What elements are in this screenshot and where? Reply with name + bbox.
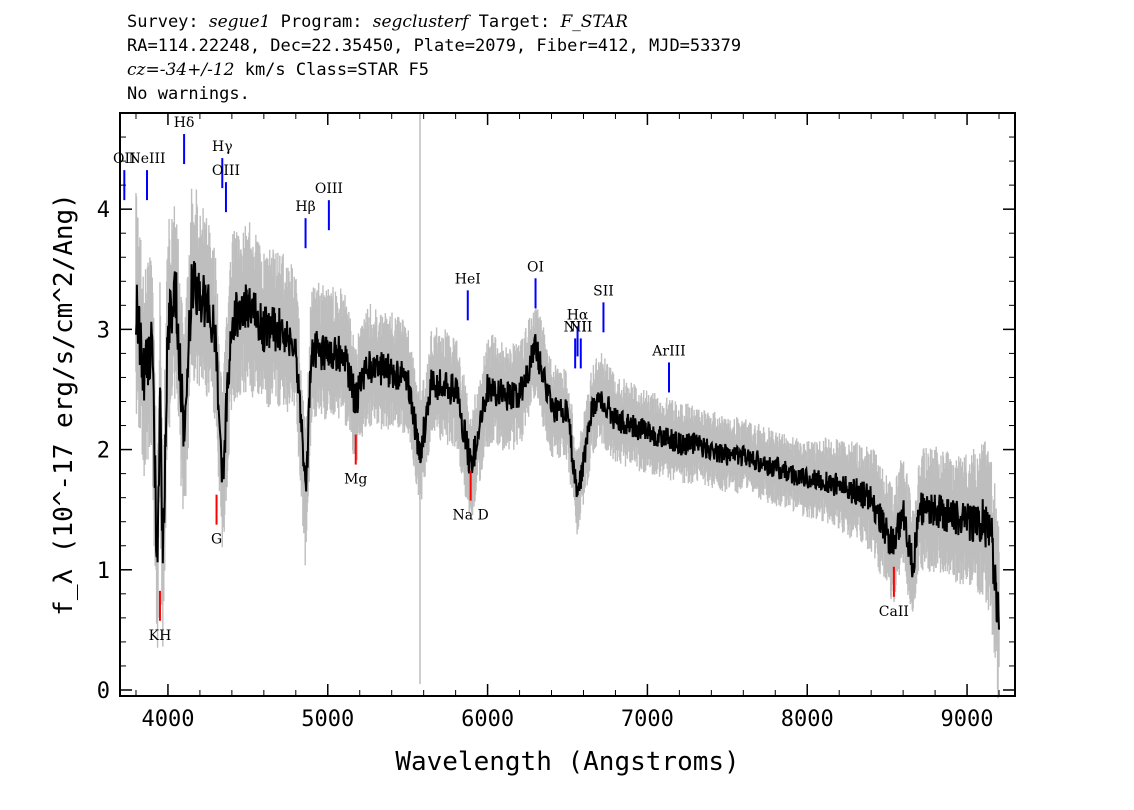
emission-line-label: OI bbox=[527, 259, 544, 275]
target-label: Target: bbox=[468, 12, 561, 32]
cz-value: -34+/-12 bbox=[159, 60, 235, 80]
y-tick-label: 1 bbox=[97, 559, 110, 584]
emission-line-label: OII bbox=[113, 151, 136, 167]
x-tick-label: 5000 bbox=[301, 707, 354, 732]
x-tick-label: 6000 bbox=[461, 707, 514, 732]
x-tick-label: 8000 bbox=[781, 707, 834, 732]
axis-ticks: 4000 5000 6000 7000 8000 9000 0 1 2 3 4 bbox=[97, 113, 1015, 732]
emission-line-label: Hβ bbox=[295, 199, 315, 215]
flux-layer bbox=[135, 261, 1000, 630]
spectrum-header: Survey: segue1 Program: segclusterf Targ… bbox=[127, 10, 741, 106]
plot-frame bbox=[119, 112, 1016, 697]
error-band-layer bbox=[135, 188, 1000, 699]
emission-line-label: SII bbox=[593, 283, 614, 299]
x-tick-label: 4000 bbox=[141, 707, 194, 732]
emission-line-label: NeIII bbox=[128, 151, 165, 167]
cz-label: cz= bbox=[127, 60, 160, 80]
x-tick-label: 7000 bbox=[621, 707, 674, 732]
y-tick-label: 4 bbox=[97, 198, 110, 223]
header-line-1: Survey: segue1 Program: segclusterf Targ… bbox=[127, 10, 741, 34]
y-tick-label: 3 bbox=[97, 318, 110, 343]
emission-line-label: ArIII bbox=[651, 343, 685, 359]
emission-line-label: NII bbox=[564, 319, 587, 335]
program-value: segclusterf bbox=[372, 12, 469, 32]
y-axis-title: f_λ (10^-17 erg/s/cm^2/Ang) bbox=[49, 193, 79, 616]
emission-line-label: Hδ bbox=[174, 115, 195, 131]
flux-series-line bbox=[135, 261, 1000, 630]
program-label: Program: bbox=[270, 12, 373, 32]
survey-label: Survey: bbox=[127, 12, 209, 32]
y-tick-label: 0 bbox=[97, 679, 110, 704]
x-axis-title: Wavelength (Angstroms) bbox=[395, 747, 739, 777]
target-value: F_STAR bbox=[560, 12, 628, 32]
survey-value: segue1 bbox=[208, 12, 271, 32]
absorption-line-label: KH bbox=[149, 628, 172, 644]
emission-line-label: OIII bbox=[212, 163, 240, 179]
class-info: km/s Class=STAR F5 bbox=[234, 60, 429, 80]
emission-line-label: Hα bbox=[567, 307, 589, 323]
emission-line-label: NII bbox=[569, 319, 592, 335]
x-tick-label: 9000 bbox=[941, 707, 994, 732]
y-tick-label: 2 bbox=[97, 439, 110, 464]
line-marker-layer: OIINeIIIHδHγOIIIHβOIIIHeIOINIIHαNIISIIAr… bbox=[113, 115, 909, 644]
emission-line-label: OIII bbox=[315, 181, 343, 197]
absorption-line-label: Mg bbox=[344, 472, 367, 488]
absorption-line-label: CaII bbox=[879, 604, 909, 620]
header-line-3: cz=-34+/-12 km/s Class=STAR F5 bbox=[127, 58, 741, 82]
header-line-2: RA=114.22248, Dec=22.35450, Plate=2079, … bbox=[127, 36, 742, 56]
emission-line-label: Hγ bbox=[212, 139, 233, 155]
header-line-4: No warnings. bbox=[127, 84, 250, 104]
absorption-line-label: G bbox=[211, 532, 222, 548]
absorption-line-label: Na D bbox=[453, 508, 489, 524]
emission-line-label: HeI bbox=[455, 271, 481, 287]
